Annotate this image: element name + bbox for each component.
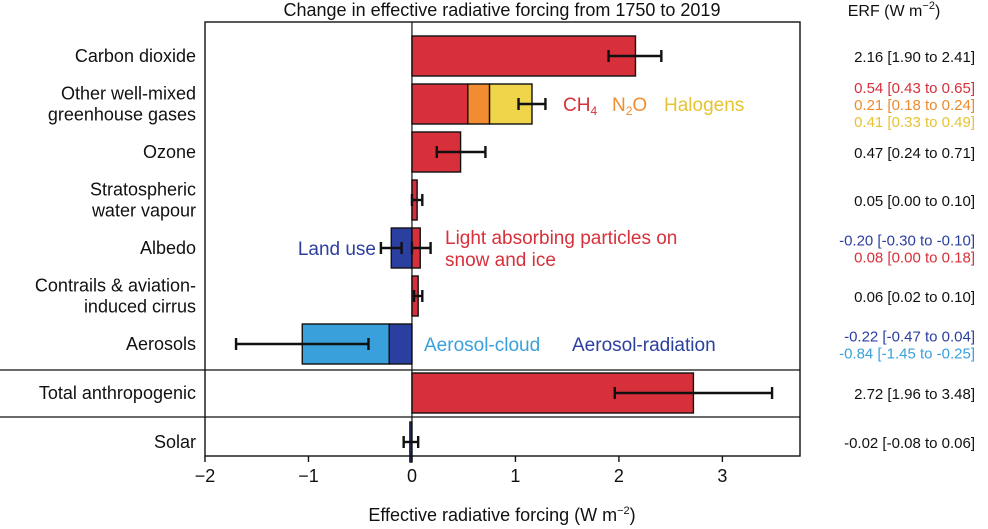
erf-column-header: ERF (W m−2) xyxy=(848,0,941,20)
category-label-ozone: Ozone xyxy=(143,142,196,162)
category-label-solar: Solar xyxy=(154,432,196,452)
erf-value-other-ghg: 0.21 [0.18 to 0.24] xyxy=(854,97,975,114)
x-tick-label: 1 xyxy=(510,466,520,486)
erf-value-other-ghg: 0.54 [0.43 to 0.65] xyxy=(854,80,975,97)
halogens-label: Halogens xyxy=(664,95,744,116)
erf-value-total-anthropogenic: 2.72 [1.96 to 3.48] xyxy=(854,386,975,403)
erf-value-solar: -0.02 [-0.08 to 0.06] xyxy=(844,435,975,452)
category-label-stratospheric-water-vapour: water vapour xyxy=(91,201,196,221)
bar-carbon-dioxide-0 xyxy=(411,35,637,77)
erf-value-albedo: 0.08 [0.00 to 0.18] xyxy=(854,250,975,267)
land-use-label: Land use xyxy=(298,239,376,260)
category-label-contrails: induced cirrus xyxy=(84,297,196,317)
x-tick-label: −2 xyxy=(195,466,216,486)
erf-value-stratospheric-water-vapour: 0.05 [0.00 to 0.10] xyxy=(854,193,975,210)
category-label-aerosols: Aerosols xyxy=(126,334,196,354)
erf-value-albedo: -0.20 [-0.30 to -0.10] xyxy=(839,233,975,250)
category-label-other-ghg: greenhouse gases xyxy=(48,105,196,125)
n2o-label: N2O xyxy=(612,95,647,118)
category-label-albedo: Albedo xyxy=(140,238,196,258)
category-label-total-anthropogenic: Total anthropogenic xyxy=(39,383,196,403)
erf-value-other-ghg: 0.41 [0.33 to 0.49] xyxy=(854,114,975,131)
x-tick-label: 0 xyxy=(407,466,417,486)
light-absorbing-particles-label: Light absorbing particles on xyxy=(445,228,677,249)
plot-frame xyxy=(204,21,801,457)
erf-value-ozone: 0.47 [0.24 to 0.71] xyxy=(854,145,975,162)
chart-title: Change in effective radiative forcing fr… xyxy=(284,0,721,20)
ch4-label: CH4 xyxy=(563,95,597,118)
aerosol-radiation-label: Aerosol-radiation xyxy=(572,335,716,356)
erf-value-aerosols: -0.22 [-0.47 to 0.04] xyxy=(844,329,975,346)
light-absorbing-particles-label: snow and ice xyxy=(445,250,556,271)
bar-other-ghg-0 xyxy=(411,83,469,125)
category-label-stratospheric-water-vapour: Stratospheric xyxy=(90,180,196,200)
x-tick-label: −1 xyxy=(298,466,319,486)
erf-value-aerosols: -0.84 [-1.45 to -0.25] xyxy=(839,346,975,363)
category-label-carbon-dioxide: Carbon dioxide xyxy=(75,46,196,66)
category-label-other-ghg: Other well-mixed xyxy=(61,84,196,104)
x-axis-label: Effective radiative forcing (W m−2) xyxy=(368,505,635,525)
aerosol-cloud-label: Aerosol-cloud xyxy=(424,335,540,356)
x-tick-label: 3 xyxy=(717,466,727,486)
x-tick-label: 2 xyxy=(614,466,624,486)
bar-other-ghg-1 xyxy=(467,83,491,125)
erf-value-carbon-dioxide: 2.16 [1.90 to 2.41] xyxy=(854,49,975,66)
category-label-contrails: Contrails & aviation- xyxy=(35,276,196,296)
erf-value-contrails: 0.06 [0.02 to 0.10] xyxy=(854,289,975,306)
bar-aerosols-0 xyxy=(388,323,413,365)
